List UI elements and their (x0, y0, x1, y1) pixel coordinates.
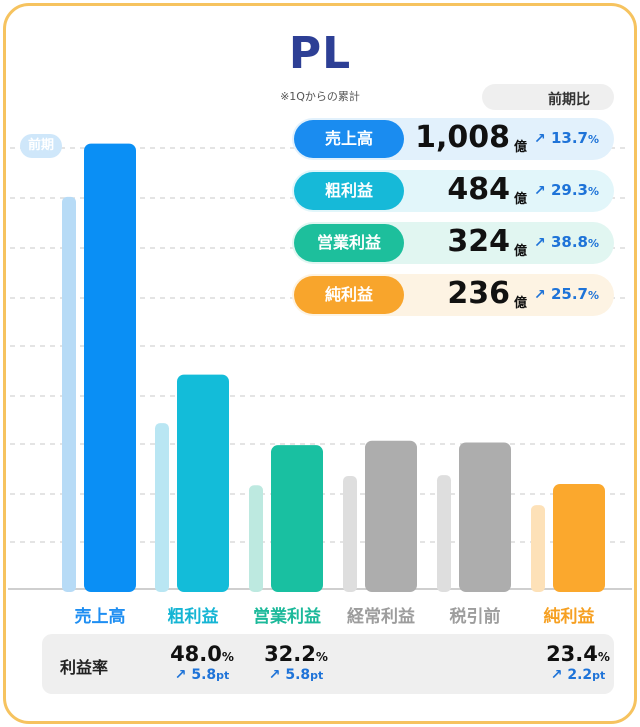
trend-up-icon: ↗ (550, 667, 563, 683)
summary-row: 売上高 1,008 億 ↗ 13.7% (292, 118, 614, 160)
margin-value: 32.2% (264, 642, 328, 666)
summary-unit: 億 (514, 140, 528, 155)
trend-up-icon: ↗ (174, 667, 187, 683)
summary-value: 236 (447, 276, 510, 311)
bar-current-3 (271, 445, 323, 592)
summary-label: 純利益 (294, 276, 404, 314)
trend-up-icon: ↗ (534, 287, 546, 303)
chart-title: PL (288, 28, 352, 79)
summary-label: 営業利益 (294, 224, 404, 262)
chart-subtitle: ※1Qからの累計 (280, 90, 360, 103)
margin-value: 48.0% (170, 642, 234, 666)
category-label: 粗利益 (167, 607, 219, 627)
margin-change: ↗ 5.8pt (174, 667, 230, 683)
summary-unit: 億 (514, 244, 528, 259)
trend-up-icon: ↗ (534, 183, 546, 199)
category-label: 税引前 (449, 607, 501, 627)
summary-growth: ↗ 25.7% (534, 285, 600, 303)
summary-row: 粗利益 484 億 ↗ 29.3% (292, 170, 614, 212)
trend-up-icon: ↗ (534, 235, 546, 251)
summary-value: 484 (447, 172, 510, 207)
bar-previous-4 (343, 476, 357, 592)
category-label: 純利益 (543, 607, 595, 627)
margin-cell: 23.4% ↗ 2.2pt (533, 642, 623, 683)
summary-growth: ↗ 13.7% (534, 129, 600, 147)
trend-up-icon: ↗ (268, 667, 281, 683)
bar-current-6 (553, 483, 605, 592)
margin-value: 23.4% (546, 642, 610, 666)
bar-current-2 (177, 374, 229, 592)
legend: 前期比 (482, 84, 614, 110)
margin-change: ↗ 2.2pt (550, 667, 606, 683)
margin-title: 利益率 (60, 658, 109, 677)
margin-table: 利益率 48.0% ↗ 5.8pt 32.2% ↗ 5.8pt 23.4% ↗ 2.2pt (42, 634, 614, 694)
summary-value: 324 (447, 224, 510, 259)
summary-label: 売上高 (294, 120, 404, 158)
bar-current-1 (84, 143, 136, 592)
bar-current-4 (365, 440, 417, 592)
bar-previous-1 (62, 196, 76, 592)
summary-unit: 億 (514, 296, 528, 311)
bar-current-5 (459, 442, 511, 592)
category-label: 経常利益 (347, 607, 415, 627)
bar-previous-3 (249, 485, 263, 592)
summary-row: 純利益 236 億 ↗ 25.7% (292, 274, 614, 316)
bar-previous-5 (437, 475, 451, 592)
margin-change: ↗ 5.8pt (268, 667, 324, 683)
bar-previous-6 (531, 505, 545, 592)
bar-previous-2 (155, 423, 169, 592)
summary-value: 1,008 (415, 120, 510, 155)
category-label: 営業利益 (253, 607, 321, 627)
trend-up-icon: ↗ (534, 131, 546, 147)
summary-unit: 億 (514, 192, 528, 207)
margin-cell: 32.2% ↗ 5.8pt (251, 642, 341, 683)
summary-growth: ↗ 38.8% (534, 233, 600, 251)
summary-label: 粗利益 (294, 172, 404, 210)
legend-label: 前期比 (548, 92, 590, 108)
summary-growth: ↗ 29.3% (534, 181, 600, 199)
category-label: 売上高 (74, 607, 126, 627)
summary-row: 営業利益 324 億 ↗ 38.8% (292, 222, 614, 264)
previous-period-tag: 前期 (20, 134, 62, 158)
margin-cell: 48.0% ↗ 5.8pt (157, 642, 247, 683)
